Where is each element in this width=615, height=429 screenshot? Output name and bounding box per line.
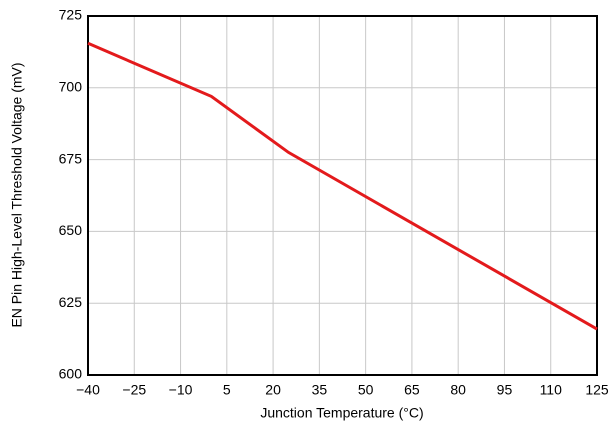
y-tick-label: 650 xyxy=(59,222,83,238)
x-tick-label: 110 xyxy=(540,382,563,398)
x-tick-label: 125 xyxy=(585,382,609,398)
data-line xyxy=(87,41,598,331)
y-tick-label: 725 xyxy=(59,7,83,23)
y-axis-label: EN Pin High-Level Threshold Voltage (mV) xyxy=(9,62,25,327)
x-tick-label: −10 xyxy=(169,382,193,398)
x-tick-label: 80 xyxy=(450,382,466,398)
x-tick-label: 95 xyxy=(497,382,513,398)
y-tick-label: 600 xyxy=(59,366,83,382)
x-tick-label: −25 xyxy=(122,382,146,398)
y-tick-label: 625 xyxy=(59,294,83,310)
x-axis-label: Junction Temperature (°C) xyxy=(260,405,423,421)
x-tick-label: 65 xyxy=(404,382,420,398)
x-tick-label: 50 xyxy=(358,382,374,398)
y-tick-label: 675 xyxy=(59,150,83,166)
x-tick-label: −40 xyxy=(76,382,100,398)
x-tick-label: 5 xyxy=(223,382,231,398)
y-tick-label: 700 xyxy=(59,79,83,95)
plot-frame xyxy=(87,15,598,376)
x-tick-label: 20 xyxy=(265,382,281,398)
x-tick-label: 35 xyxy=(312,382,328,398)
